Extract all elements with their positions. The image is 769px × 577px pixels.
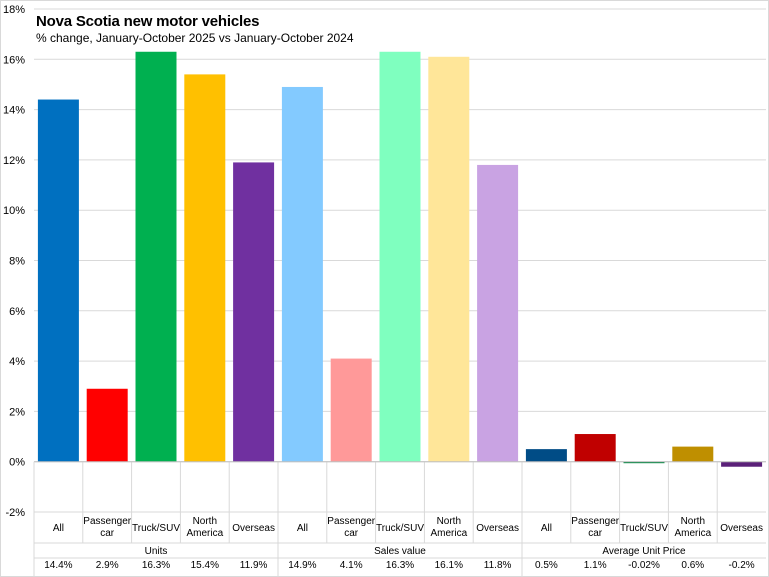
y-tick-label: 6% [9,306,25,318]
bar [623,461,665,464]
category-label: America [674,528,711,539]
category-label: Passenger [327,516,375,527]
value-label: 0.5% [535,560,558,571]
category-label: car [588,528,603,539]
bar [477,164,519,462]
bar [428,56,470,462]
bar [135,51,177,462]
y-tick-label: 18% [3,4,25,16]
group-label: Units [145,546,168,557]
category-label: Truck/SUV [620,523,668,534]
category-label: Truck/SUV [376,523,424,534]
value-label: 14.9% [288,560,316,571]
y-tick-label: 0% [9,457,25,469]
y-tick-label: 4% [9,356,25,368]
y-tick-label: 2% [9,406,25,418]
group-label: Average Unit Price [602,546,686,557]
category-label: Passenger [571,516,619,527]
chart-subtitle: % change, January-October 2025 vs Januar… [36,31,354,45]
bars [37,51,763,467]
value-label: -0.02% [628,560,660,571]
value-label: 4.1% [340,560,363,571]
value-label: 16.3% [386,560,414,571]
value-label: 15.4% [191,560,219,571]
category-label: North [193,516,217,527]
group-label: Sales value [374,546,426,557]
bar [281,86,323,462]
y-tick-label: 8% [9,256,25,268]
chart-title: Nova Scotia new motor vehicles [36,13,259,30]
category-label: car [344,528,359,539]
bar [37,99,79,462]
category-table: All14.4%Passengercar2.9%Truck/SUV16.3%No… [33,461,766,577]
category-label: North [681,516,705,527]
y-tick-label: -2% [5,507,25,519]
y-tick-label: 16% [3,54,25,66]
y-axis: -2% 0% 2% 4% 6% 8% 10% 12% 14% 16% 18% [3,4,25,519]
category-label: America [186,528,223,539]
value-label: 16.3% [142,560,170,571]
bar [233,162,275,462]
category-label: All [541,523,552,534]
y-tick-label: 12% [3,155,25,167]
y-tick-label: 10% [3,205,25,217]
category-label: North [437,516,461,527]
category-label: Overseas [476,523,519,534]
category-label: car [100,528,115,539]
category-label: Truck/SUV [132,523,180,534]
value-label: 11.8% [484,560,512,571]
category-label: Overseas [232,523,275,534]
value-label: 2.9% [96,560,119,571]
value-label: 16.1% [435,560,463,571]
bar [574,434,616,462]
value-label: 11.9% [240,560,268,571]
category-label: All [297,523,308,534]
value-label: -0.2% [729,560,755,571]
y-tick-label: 14% [3,105,25,117]
bar [330,358,372,462]
bar [525,449,567,462]
bar [184,74,226,462]
value-label: 14.4% [44,560,72,571]
category-label: America [430,528,467,539]
value-label: 0.6% [681,560,704,571]
value-label: 1.1% [584,560,607,571]
category-label: All [53,523,64,534]
bar [672,446,714,462]
category-label: Passenger [83,516,131,527]
bar [379,51,421,462]
bar [86,388,128,462]
bar [721,461,763,467]
category-label: Overseas [720,523,763,534]
